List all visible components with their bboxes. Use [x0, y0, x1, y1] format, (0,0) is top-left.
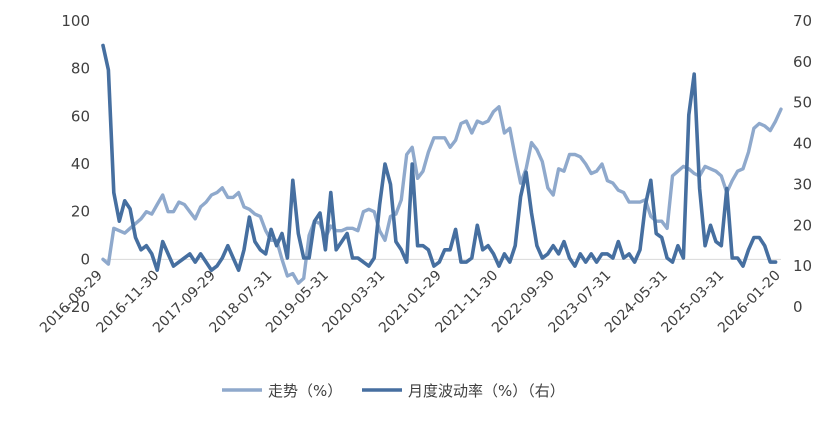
legend-label: 走势（%） — [268, 382, 342, 400]
left-axis-tick-label: 0 — [80, 250, 90, 268]
series-line-trend — [101, 105, 783, 285]
left-axis-tick-label: -20 — [66, 298, 91, 316]
left-axis-tick-label: 20 — [71, 203, 90, 221]
left-axis-tick-label: 40 — [71, 155, 90, 173]
right-axis-tick-label: 30 — [793, 175, 812, 193]
left-axis-tick-label: 80 — [71, 60, 90, 78]
left-axis-tick-label: 60 — [71, 107, 90, 125]
legend: 走势（%） 月度波动率（%）（右） — [222, 382, 565, 400]
legend-label: 月度波动率（%）（右） — [408, 382, 565, 400]
right-axis-tick-label: 0 — [793, 298, 803, 316]
right-axis-tick-label: 50 — [793, 94, 812, 112]
right-axis-tick-label: 20 — [793, 216, 812, 234]
right-axis-tick-label: 40 — [793, 135, 812, 153]
series-line-volatility — [101, 43, 778, 273]
right-axis-tick-label: 10 — [793, 257, 812, 275]
right-axis-tick-label: 70 — [793, 12, 812, 30]
right-axis-tick-label: 60 — [793, 53, 812, 71]
series-layer — [101, 43, 783, 285]
left-axis-tick-label: 100 — [61, 12, 90, 30]
